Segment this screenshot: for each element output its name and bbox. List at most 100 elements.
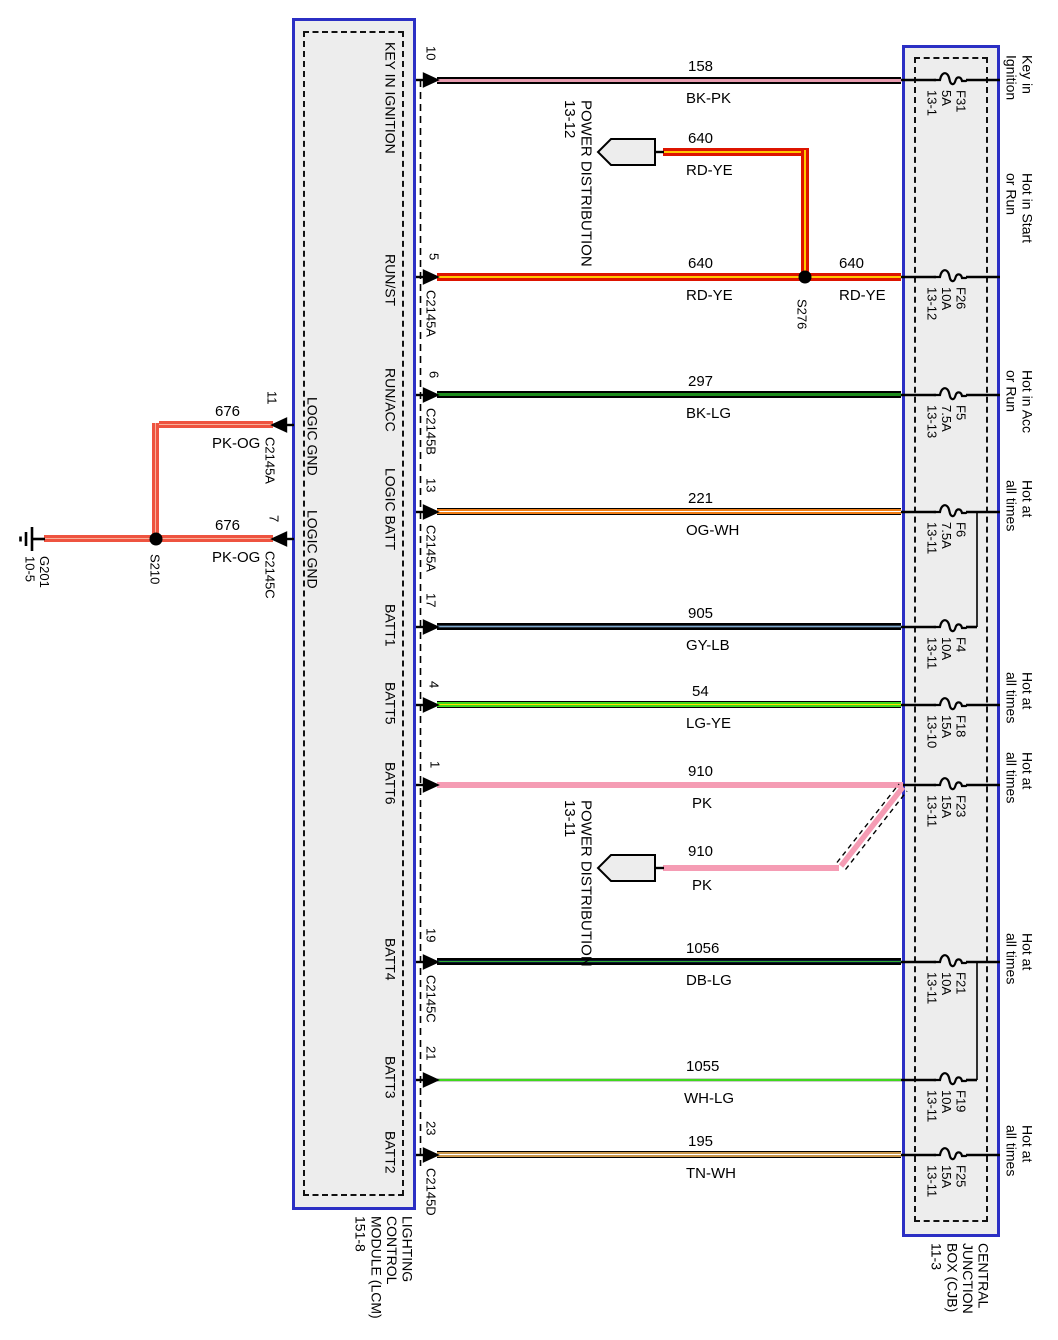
lcm-pin-label-run-st: RUN/ST bbox=[382, 254, 399, 307]
pin-number-7: 7 bbox=[266, 515, 282, 523]
circuit-910: 910 bbox=[688, 763, 714, 780]
wire-1055-wh-lg bbox=[437, 1078, 901, 1082]
circuit-158: 158 bbox=[688, 58, 714, 75]
wire-910-branch-horizontal bbox=[663, 865, 839, 871]
wire-1056-db-lg bbox=[437, 958, 901, 965]
fuse-label-f18: F18 15A 13-10 bbox=[924, 715, 969, 749]
color-bk-lg: BK-LG bbox=[686, 405, 732, 422]
wire-676-upper bbox=[159, 421, 273, 428]
ground-symbol bbox=[19, 527, 45, 551]
lcm-pin-label-batt2: BATT2 bbox=[382, 1131, 399, 1174]
color-gy-lb: GY-LB bbox=[686, 637, 730, 654]
connector-c2145d-pin23: C2145D bbox=[423, 1168, 439, 1216]
color-tn-wh: TN-WH bbox=[686, 1165, 736, 1182]
lcm-pin-label-batt3: BATT3 bbox=[382, 1056, 399, 1099]
pin-number-17: 17 bbox=[423, 593, 439, 608]
lcm-pin-label-batt4: BATT4 bbox=[382, 938, 399, 981]
connector-c2145b-pin6: C2145B bbox=[423, 408, 439, 455]
fuse-label-f5: F5 7.5A 13-13 bbox=[924, 405, 969, 439]
splice-label-s276: S276 bbox=[794, 299, 810, 330]
lcm-pin-label-logic-gnd-2: LOGIC GND bbox=[304, 510, 321, 589]
wire-54-lg-ye bbox=[437, 701, 901, 708]
connector-c2145c-pin7: C2145C bbox=[262, 551, 278, 599]
wire-640-rd-ye bbox=[437, 273, 901, 281]
power-distribution-label-top: POWER DISTRIBUTION 13-12 bbox=[560, 100, 595, 267]
color-pk-og-upper: PK-OG bbox=[212, 435, 261, 452]
color-lg-ye: LG-YE bbox=[686, 715, 732, 732]
cjb-inner-dashed-border bbox=[914, 57, 988, 1222]
connector-c2145a-pin5: C2145A bbox=[423, 290, 439, 337]
feed-label-hot-at-all-times-f18: Hot at all times bbox=[1003, 672, 1036, 724]
cjb-module-box bbox=[902, 45, 1000, 1237]
circuit-640: 640 bbox=[688, 255, 714, 272]
circuit-910-branch: 910 bbox=[688, 843, 714, 860]
lcm-inner-dashed-border bbox=[303, 31, 404, 1196]
fuse-label-f4: F4 10A 13-11 bbox=[924, 637, 969, 670]
splice-label-s210: S210 bbox=[147, 554, 163, 585]
feed-label-hot-at-all-times-f23: Hot at all times bbox=[1003, 752, 1036, 804]
circuit-297: 297 bbox=[688, 373, 714, 390]
pin-number-21: 21 bbox=[423, 1046, 439, 1061]
circuit-221: 221 bbox=[688, 490, 714, 507]
wire-158-bk-pk bbox=[437, 77, 901, 84]
lcm-module-label: LIGHTING CONTROL MODULE (LCM) 151-8 bbox=[352, 1216, 416, 1319]
pin-number-10: 10 bbox=[423, 46, 439, 61]
color-bk-pk: BK-PK bbox=[686, 90, 732, 107]
cjb-module-label: CENTRAL JUNCTION BOX (CJB) 11-3 bbox=[928, 1243, 992, 1314]
pin-number-1: 1 bbox=[427, 761, 443, 769]
wire-905-gy-lb bbox=[437, 623, 901, 630]
power-distribution-label-bottom: POWER DISTRIBUTION 13-11 bbox=[560, 800, 595, 967]
pin-number-19: 19 bbox=[423, 928, 439, 943]
wire-640-branch-vertical bbox=[801, 150, 809, 277]
circuit-676-upper: 676 bbox=[215, 403, 241, 420]
wire-195-tn-wh bbox=[437, 1151, 901, 1158]
fuse-label-f26: F26 10A 13-12 bbox=[924, 287, 969, 321]
feed-label-hot-in-start-or-run: Hot in Start or Run bbox=[1003, 173, 1036, 244]
pin-number-5: 5 bbox=[426, 253, 442, 261]
lcm-pin-label-batt6: BATT6 bbox=[382, 762, 399, 805]
fuse-label-f31: F31 5A 13-1 bbox=[924, 90, 969, 117]
feed-label-hot-at-all-times-f6: Hot at all times bbox=[1003, 480, 1036, 532]
circuit-54: 54 bbox=[692, 683, 709, 700]
lcm-pin-label-batt5: BATT5 bbox=[382, 682, 399, 725]
fuse-label-f23: F23 15A 13-11 bbox=[924, 795, 969, 828]
power-distribution-connector-top bbox=[596, 138, 664, 166]
circuit-640-2: 640 bbox=[839, 255, 865, 272]
circuit-1056: 1056 bbox=[686, 940, 720, 957]
connector-c2145a-pin13: C2145A bbox=[423, 525, 439, 572]
feed-label-hot-in-acc-or-run: Hot in Acc or Run bbox=[1003, 370, 1036, 434]
lcm-pin-label-key-in-ignition: KEY IN IGNITION bbox=[382, 42, 399, 154]
circuit-1055: 1055 bbox=[686, 1058, 720, 1075]
pin-number-23: 23 bbox=[423, 1121, 439, 1136]
color-og-wh: OG-WH bbox=[686, 522, 740, 539]
fuse-label-f19: F19 10A 13-11 bbox=[924, 1090, 969, 1123]
wire-297-bk-lg bbox=[437, 391, 901, 398]
color-pk: PK bbox=[692, 795, 713, 812]
pin-number-11: 11 bbox=[264, 391, 280, 405]
fuse-label-f6: F6 7.5A 13-11 bbox=[924, 522, 969, 555]
color-db-lg: DB-LG bbox=[686, 972, 732, 989]
lcm-module-box bbox=[292, 18, 416, 1210]
fuse-label-f21: F21 10A 13-11 bbox=[924, 972, 969, 1005]
circuit-676-lower: 676 bbox=[215, 517, 241, 534]
color-rd-ye-2: RD-YE bbox=[839, 287, 886, 304]
color-rd-ye-branch: RD-YE bbox=[686, 162, 733, 179]
wire-910-pk bbox=[437, 782, 903, 788]
lcm-pin-label-logic-batt: LOGIC BATT bbox=[382, 468, 399, 551]
feed-label-hot-at-all-times-f25: Hot at all times bbox=[1003, 1125, 1036, 1177]
color-pk-branch: PK bbox=[692, 877, 713, 894]
lcm-pin-label-batt1: BATT1 bbox=[382, 604, 399, 647]
circuit-905: 905 bbox=[688, 605, 714, 622]
wire-676-lower bbox=[44, 535, 273, 542]
wire-221-og-wh bbox=[437, 508, 901, 515]
color-rd-ye: RD-YE bbox=[686, 287, 733, 304]
power-distribution-connector-bottom bbox=[596, 854, 664, 882]
color-wh-lg: WH-LG bbox=[684, 1090, 734, 1107]
circuit-640-branch: 640 bbox=[688, 130, 714, 147]
fuse-label-f25: F25 15A 13-11 bbox=[924, 1165, 969, 1198]
circuit-195: 195 bbox=[688, 1133, 714, 1150]
lcm-pin-label-logic-gnd-1: LOGIC GND bbox=[304, 397, 321, 476]
connector-c2145c-pin19: C2145C bbox=[423, 975, 439, 1023]
